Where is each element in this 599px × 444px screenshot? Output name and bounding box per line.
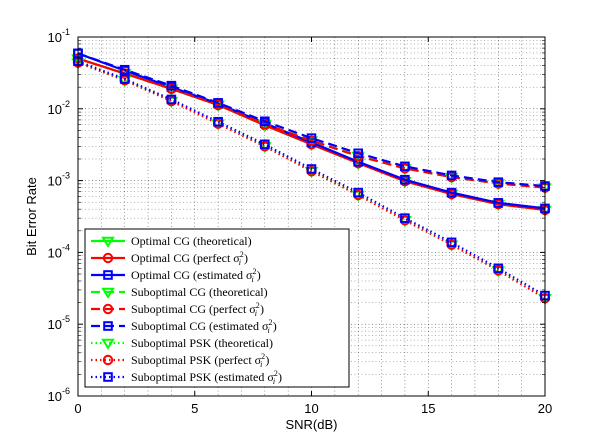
y-axis-label: Bit Error Rate <box>24 177 39 256</box>
data-point <box>400 213 410 223</box>
data-point <box>493 263 504 274</box>
y-tick-label: 10-5 <box>48 314 70 332</box>
legend-entry: Suboptimal PSK (perfect σ2 i) <box>131 352 269 369</box>
legend: Optimal CG (theoretical) Optimal CG (perf… <box>84 228 350 388</box>
data-point <box>446 170 457 181</box>
data-point <box>213 98 223 108</box>
legend-swatch-marker <box>103 321 113 331</box>
x-tick-label: 10 <box>304 401 318 416</box>
data-point <box>306 133 317 143</box>
legend-entry: Suboptimal CG (theoretical) <box>131 285 268 299</box>
x-tick-label: 15 <box>421 401 435 416</box>
x-tick-label: 0 <box>74 401 81 416</box>
data-point <box>213 116 223 127</box>
legend-swatch-marker <box>101 338 115 350</box>
series-group <box>73 48 550 191</box>
data-point <box>353 187 363 198</box>
legend-swatch-marker <box>103 270 113 280</box>
data-point <box>260 139 270 150</box>
x-tick-label: 5 <box>191 401 198 416</box>
legend-entry: Suboptimal CG (perfect σ2 i) <box>131 301 264 318</box>
axes <box>77 36 546 397</box>
data-point <box>493 198 504 208</box>
data-point <box>400 174 410 185</box>
legend-swatch-marker <box>101 236 115 248</box>
legend-entry: Suboptimal PSK (estimated σ2 i) <box>131 369 282 386</box>
series-layer <box>71 48 552 306</box>
series-line <box>77 61 546 300</box>
y-tick-label: 10-2 <box>48 99 70 117</box>
y-tick-label: 10-6 <box>48 386 70 404</box>
data-point <box>353 148 363 159</box>
data-point <box>306 164 317 174</box>
data-point <box>493 177 504 187</box>
legend-swatch-marker <box>101 287 115 299</box>
data-point <box>260 116 270 127</box>
y-tick-label: 10-3 <box>48 171 70 189</box>
legend-swatch-marker <box>102 252 114 264</box>
data-point <box>119 74 130 84</box>
legend-entry: Optimal CG (estimated σ2 i) <box>131 267 261 284</box>
x-tick-label: 20 <box>538 401 552 416</box>
y-tick-label: 10-4 <box>48 242 70 260</box>
x-axis-label: SNR(dB) <box>285 417 337 432</box>
legend-entry: Optimal CG (theoretical) <box>131 234 252 248</box>
data-point <box>400 161 410 172</box>
legend-entry: Suboptimal CG (estimated σ2 i) <box>131 318 277 335</box>
tick-labels: 0 5 10 15 20 10-6 10-5 10-4 10-3 10-2 10-1 <box>48 27 553 416</box>
data-point <box>446 187 457 198</box>
legend-swatch-marker <box>102 303 114 315</box>
legend-entry: Optimal CG (perfect σ2 i) <box>131 250 248 267</box>
data-point <box>446 237 457 248</box>
data-point <box>119 64 130 75</box>
series-line <box>77 52 546 188</box>
series-line <box>77 57 546 189</box>
data-point <box>166 94 177 105</box>
y-tick-label: 10-1 <box>48 27 70 45</box>
legend-swatch-marker <box>102 354 114 366</box>
series-line <box>77 60 546 297</box>
legend-entry: Suboptimal PSK (theoretical) <box>131 336 273 350</box>
legend-box <box>84 228 350 388</box>
data-point <box>166 80 177 91</box>
legend-swatch-marker <box>103 372 113 382</box>
